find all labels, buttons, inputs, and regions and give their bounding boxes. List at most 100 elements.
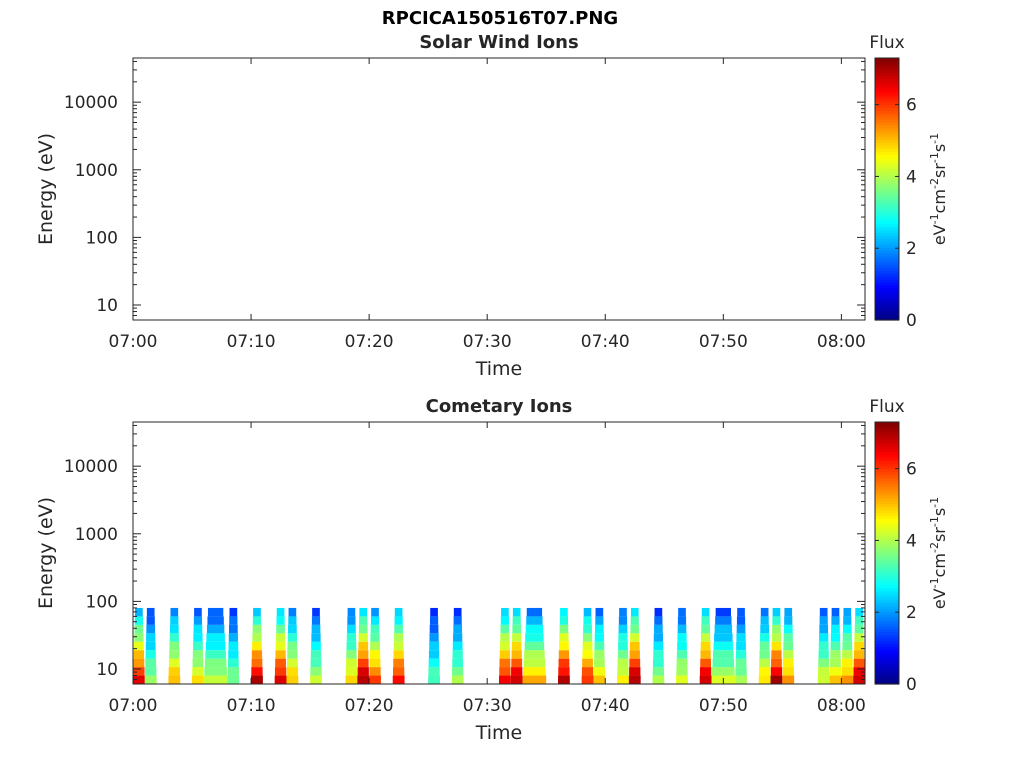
heatmap-cell: [394, 624, 403, 634]
heatmap-cell: [428, 658, 440, 668]
heatmap-cell: [287, 650, 298, 659]
colorbar-swatch: [875, 480, 899, 484]
colorbar-swatch: [875, 640, 899, 644]
heatmap-cell: [228, 641, 239, 651]
heatmap-cell: [310, 675, 322, 684]
colorbar-swatch: [875, 550, 899, 554]
colorbar-swatch: [875, 250, 899, 254]
heatmap-cell: [677, 641, 687, 651]
heatmap-cell: [429, 616, 439, 625]
heatmap-cell: [524, 641, 545, 651]
heatmap-cell: [829, 667, 842, 676]
heatmap-cell: [526, 616, 543, 625]
heatmap-cell: [168, 667, 180, 676]
heatmap-cell: [146, 624, 156, 634]
colorbar-swatch: [875, 433, 899, 438]
heatmap-cell: [678, 607, 686, 617]
heatmap-cell: [358, 641, 369, 651]
heatmap-cell: [207, 616, 224, 625]
heatmap-cell: [168, 675, 181, 684]
heatmap-cell: [274, 675, 287, 684]
colorbar-swatch: [875, 459, 899, 464]
colorbar-swatch: [875, 302, 899, 307]
colorbar-swatch: [875, 587, 899, 592]
heatmap-cell: [453, 607, 462, 617]
heatmap-cell: [653, 650, 664, 659]
colorbar-swatch: [875, 509, 899, 513]
chart-panel-2: Cometary Ions 07:00 07:10 07:20 07:30 07:40 07…: [35, 396, 949, 744]
heatmap-cell: [358, 624, 368, 634]
colorbar-swatch: [875, 209, 899, 213]
x-tick-label: 08:00: [817, 696, 866, 716]
x-tick-label: 07:10: [227, 696, 276, 716]
heatmap-cell: [370, 616, 380, 625]
colorbar-swatch: [875, 183, 899, 187]
heatmap-cell: [841, 658, 853, 668]
colorbar-swatch: [875, 171, 899, 176]
x-tick-label: 07:40: [581, 696, 630, 716]
heatmap-cell: [676, 667, 688, 676]
heatmap-cell: [453, 616, 462, 625]
colorbar-swatch: [875, 235, 899, 240]
colorbar-swatch: [875, 553, 899, 557]
colorbar-swatch: [875, 244, 899, 248]
heatmap-cell: [843, 616, 852, 625]
heatmap-cell: [393, 641, 404, 651]
heatmap-cell: [145, 650, 156, 659]
colorbar-swatch: [875, 564, 899, 569]
heatmap-cell: [677, 624, 687, 634]
heatmap-cell: [169, 650, 180, 659]
panel-title: Cometary Ions: [426, 396, 573, 417]
colorbar-swatch: [875, 162, 899, 167]
heatmap-cell: [346, 658, 357, 668]
colorbar-swatch: [875, 273, 899, 277]
heatmap-cell: [818, 658, 830, 668]
colorbar-swatch: [875, 258, 899, 263]
heatmap-cell: [499, 658, 511, 668]
colorbar-swatch: [875, 465, 899, 470]
heatmap-cell: [736, 616, 746, 625]
colorbar-swatch: [875, 223, 899, 228]
colorbar-swatch: [875, 174, 899, 178]
heatmap-cell: [712, 658, 735, 668]
heatmap-cell: [392, 675, 405, 684]
heatmap-cell: [275, 658, 286, 668]
heatmap-cell: [347, 607, 356, 617]
heatmap-cell: [205, 650, 226, 659]
heatmap-cell: [512, 633, 522, 642]
heatmap-cell: [393, 650, 404, 659]
heatmap-cell: [500, 624, 510, 634]
colorbar-unit-label: eV-1cm-2sr-1s-1: [928, 133, 949, 245]
heatmap-cell: [193, 624, 203, 634]
colorbar-tick-label: 4: [906, 531, 917, 551]
heatmap-cell: [619, 607, 627, 617]
heatmap-cell: [145, 641, 156, 651]
heatmap-cell: [783, 650, 794, 659]
colorbar-unit-label: eV-1cm-2sr-1s-1: [928, 497, 949, 609]
heatmap-cell: [759, 658, 771, 668]
x-tick-label: 07:20: [345, 332, 394, 352]
colorbar-swatch: [875, 241, 899, 245]
heatmap-cell: [617, 667, 629, 676]
colorbar-frame: [874, 57, 900, 321]
heatmap-cell: [653, 633, 663, 642]
heatmap-cell: [192, 675, 204, 684]
heatmap-cell: [512, 616, 521, 625]
heatmap-cell: [252, 616, 262, 625]
colorbar-swatch: [875, 532, 899, 537]
colorbar-swatch: [875, 448, 899, 452]
heatmap-cell: [429, 641, 439, 651]
colorbar-swatch: [875, 159, 899, 164]
colorbar-swatch: [875, 529, 899, 534]
heatmap-cell: [594, 650, 605, 659]
heatmap-cell: [452, 650, 463, 659]
colorbar-swatch: [875, 471, 899, 475]
heatmap-cell: [370, 633, 380, 642]
heatmap-cell: [357, 667, 369, 676]
heatmap-cell: [759, 650, 770, 659]
heatmap-cell: [311, 641, 321, 651]
heatmap-cell: [652, 675, 665, 684]
heatmap-cell: [394, 616, 403, 625]
heatmap-cell: [133, 667, 145, 676]
heatmap-cell: [782, 667, 794, 676]
